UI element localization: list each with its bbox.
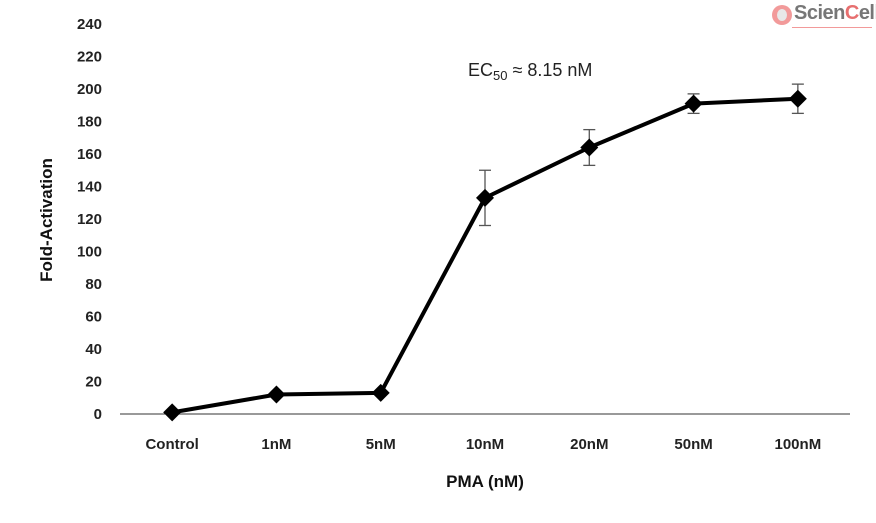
- y-tick-label: 200: [77, 81, 102, 98]
- sciencell-logo: ScienCell: [772, 2, 876, 32]
- x-tick-label: 20nM: [570, 436, 608, 453]
- series-line: [171, 96, 798, 415]
- x-tick-label: 50nM: [674, 436, 712, 453]
- series-markers: [163, 89, 807, 422]
- y-tick-label: 60: [85, 309, 102, 326]
- x-tick-label: Control: [145, 436, 198, 453]
- y-tick-label: 40: [85, 341, 102, 358]
- x-tick-label: 100nM: [775, 436, 822, 453]
- data-point-marker: [163, 403, 182, 422]
- ec50-annotation: EC50 ≈ 8.15 nM: [468, 60, 592, 83]
- logo-icon: [772, 5, 792, 25]
- y-tick-label: 0: [94, 406, 102, 423]
- x-tick-label: 10nM: [466, 436, 504, 453]
- y-tick-label: 20: [85, 374, 102, 391]
- y-tick-label: 220: [77, 49, 102, 66]
- y-axis-label: Fold-Activation: [37, 158, 56, 282]
- data-point-marker: [371, 383, 390, 402]
- y-tick-label: 100: [77, 244, 102, 261]
- y-tick-label: 120: [77, 211, 102, 228]
- data-point-marker: [788, 89, 807, 108]
- y-tick-label: 180: [77, 114, 102, 131]
- y-tick-label: 140: [77, 179, 102, 196]
- error-bars: [479, 83, 804, 227]
- data-point-marker: [476, 188, 494, 207]
- data-point-marker: [684, 94, 703, 113]
- data-point-marker: [267, 385, 286, 404]
- y-tick-label: 160: [77, 146, 102, 163]
- x-axis-ticks: Control 1nM 5nM 10nM 20nM 50nM 100nM: [145, 436, 821, 453]
- y-tick-label: 240: [77, 16, 102, 33]
- x-tick-label: 5nM: [366, 436, 396, 453]
- x-axis-label: PMA (nM): [446, 472, 524, 491]
- data-point-marker: [580, 138, 599, 157]
- y-tick-label: 80: [85, 276, 102, 293]
- y-axis-ticks: 0 20 40 60 80 100 120 140 160 180 200 220 240: [77, 16, 102, 423]
- x-tick-label: 1nM: [261, 436, 291, 453]
